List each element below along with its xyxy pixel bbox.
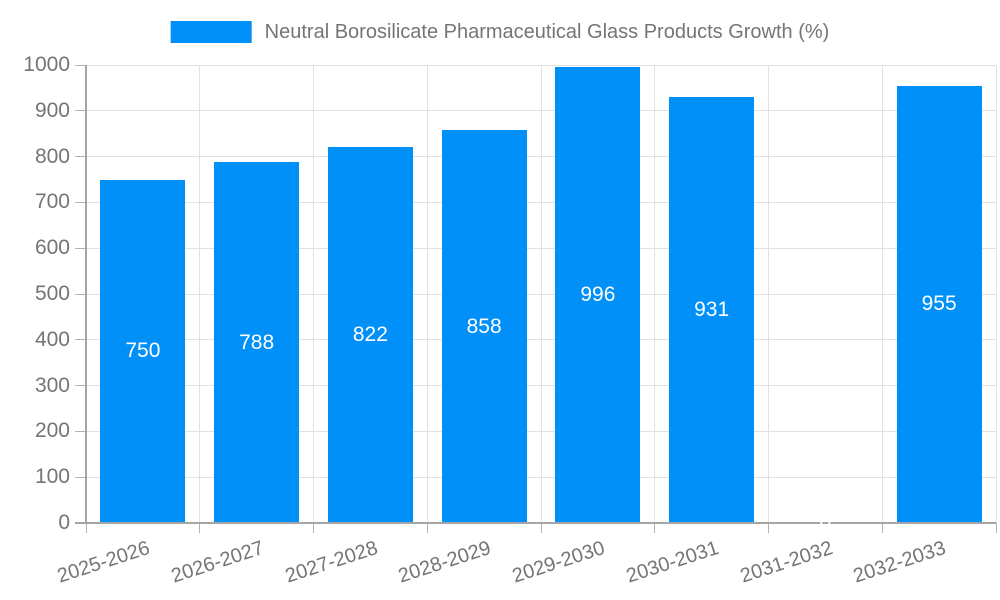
x-axis-tick-mark: [768, 523, 769, 533]
gridline-vertical: [199, 65, 201, 523]
gridline-vertical: [540, 65, 542, 523]
bar-2028-2029: [441, 130, 527, 523]
gridline-vertical: [881, 65, 883, 523]
legend-item[interactable]: Neutral Borosilicate Pharmaceutical Glas…: [170, 21, 830, 43]
x-axis-tick-label: 2032-2033: [851, 537, 949, 588]
bar-value-label: 931: [694, 297, 730, 321]
y-axis-tick-label: 900: [34, 98, 70, 122]
bar-2030-2031: [669, 96, 755, 523]
y-axis-tick-label: 400: [34, 327, 70, 351]
y-axis-tick-mark: [75, 430, 86, 432]
x-axis-tick-label: 2030-2031: [623, 537, 722, 588]
y-axis-tick-label: 100: [34, 465, 70, 489]
bar-2027-2028: [327, 146, 413, 523]
x-axis-tick-mark: [85, 523, 87, 533]
gridline-vertical: [313, 65, 314, 523]
x-axis-tick-mark: [313, 523, 314, 533]
x-axis-tick-mark: [654, 523, 656, 533]
gridline-vertical: [768, 65, 769, 523]
gridline-vertical: [654, 65, 656, 523]
bar-value-label: 996: [580, 282, 616, 306]
x-axis-tick-label: 2028-2029: [396, 537, 494, 588]
bar-2029-2030: [555, 66, 641, 523]
x-axis-tick-label: 2025-2026: [54, 537, 153, 588]
bar-value-label: 955: [921, 292, 957, 316]
x-axis-tick-label: 2027-2028: [282, 537, 381, 588]
bar-2032-2033: [896, 85, 982, 523]
y-axis-tick-mark: [75, 247, 86, 249]
x-axis-tick-mark: [881, 523, 883, 533]
gridline-vertical: [426, 65, 428, 523]
bar-value-label: 822: [352, 322, 388, 346]
y-axis-tick-mark: [75, 385, 86, 387]
y-axis-tick-mark: [75, 339, 86, 341]
y-axis-tick-mark: [75, 476, 86, 478]
bar-value-label: 858: [466, 314, 502, 338]
x-axis-tick-label: 2031-2032: [737, 537, 836, 588]
gridline-vertical: [995, 65, 997, 523]
y-axis-tick-label: 800: [34, 144, 70, 168]
x-axis-tick-mark: [995, 523, 997, 533]
y-axis-tick-label: 1000: [23, 53, 70, 76]
y-axis-tick-mark: [75, 156, 86, 158]
x-axis-tick-mark: [426, 523, 428, 533]
y-axis-tick-mark: [75, 110, 86, 112]
x-axis-tick-label: 2026-2027: [168, 537, 267, 588]
bar-2025-2026: [100, 179, 186, 523]
y-axis-tick-label: 700: [34, 190, 70, 214]
y-axis-tick-label: 500: [34, 282, 70, 305]
bar-value-label: 750: [125, 339, 161, 363]
x-axis-line: [75, 522, 996, 524]
bar-value-label: 0: [819, 511, 832, 534]
legend-label: Neutral Borosilicate Pharmaceutical Glas…: [264, 21, 830, 43]
y-axis-tick-label: 600: [34, 236, 70, 260]
y-axis-tick-mark: [75, 293, 86, 295]
y-axis-tick-label: 300: [34, 373, 70, 397]
y-axis-tick-mark: [75, 201, 86, 203]
x-axis-tick-mark: [540, 523, 542, 533]
y-axis-tick-label: 0: [58, 511, 70, 534]
x-axis-tick-mark: [199, 523, 201, 533]
y-axis-tick-mark: [75, 64, 86, 66]
bar-value-label: 788: [239, 330, 275, 354]
y-axis-line: [84, 65, 87, 523]
legend-swatch: [170, 21, 252, 43]
x-axis-tick-label: 2029-2030: [509, 537, 608, 588]
bar-2026-2027: [214, 162, 300, 523]
y-axis-tick-label: 200: [34, 419, 70, 443]
